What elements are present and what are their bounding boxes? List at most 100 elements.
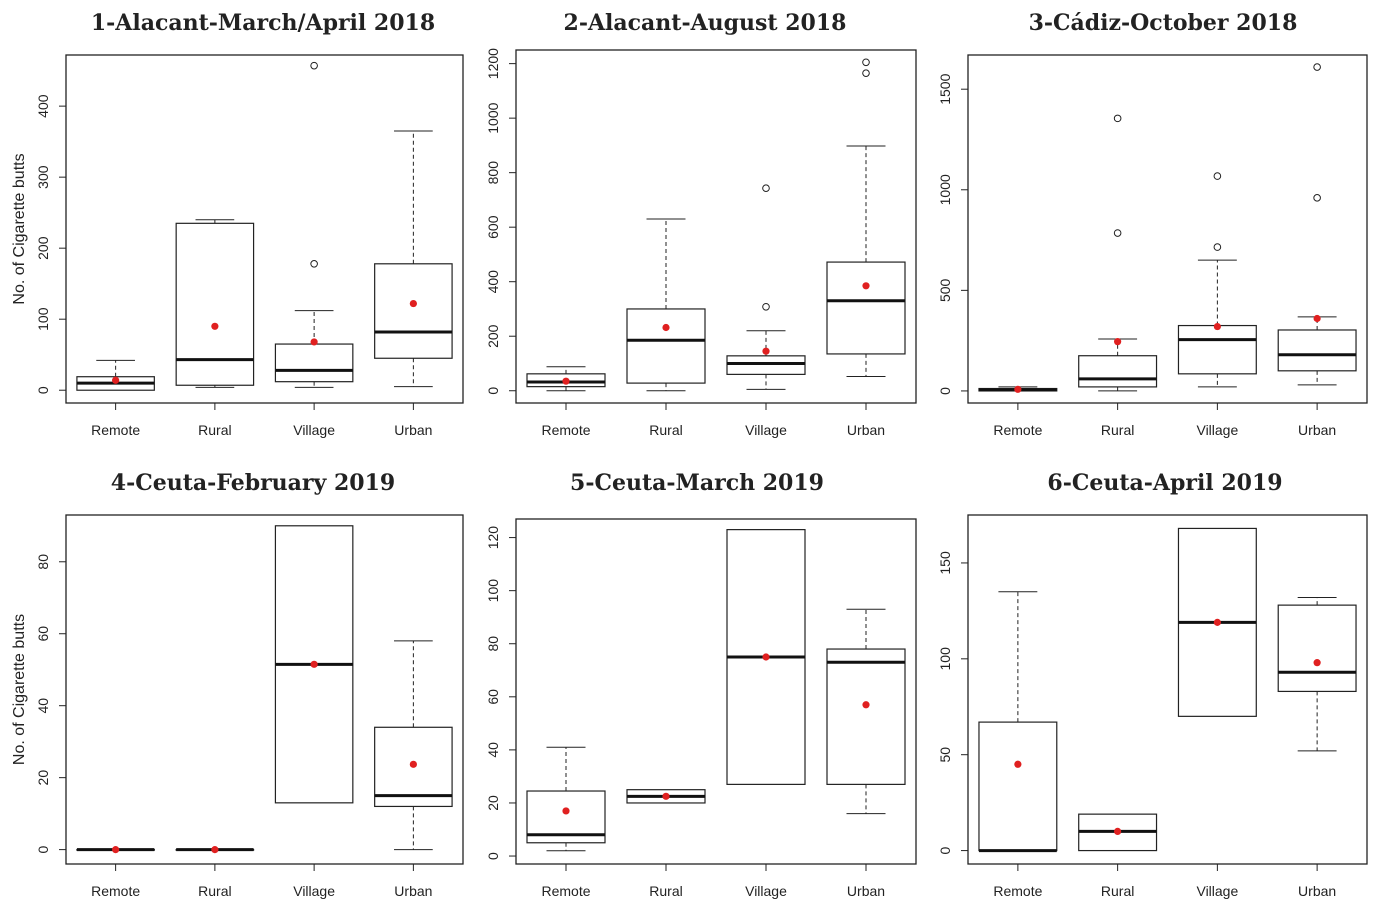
box-body bbox=[1078, 355, 1158, 388]
box-rural bbox=[175, 846, 255, 854]
x-tick-label: Village bbox=[1196, 883, 1238, 899]
x-tick-label: Village bbox=[745, 422, 787, 438]
box-village bbox=[726, 184, 806, 390]
outlier-point bbox=[762, 302, 770, 311]
y-tick-label: 400 bbox=[35, 94, 51, 118]
mean-marker bbox=[1114, 338, 1122, 346]
mean-marker bbox=[1014, 760, 1022, 768]
mean-marker bbox=[1313, 659, 1321, 667]
outlier-point bbox=[1213, 172, 1222, 180]
y-tick-label: 60 bbox=[35, 626, 51, 642]
box-urban bbox=[826, 608, 906, 815]
box-rural bbox=[626, 789, 706, 804]
outlier-point bbox=[862, 69, 870, 77]
box-remote bbox=[76, 846, 155, 854]
y-tick-label: 150 bbox=[937, 551, 953, 575]
y-tick-label: 1500 bbox=[937, 73, 953, 104]
x-tick-label: Remote bbox=[993, 883, 1042, 899]
y-axis-label: No. of Cigarette butts bbox=[11, 614, 28, 765]
y-tick-label: 100 bbox=[937, 647, 953, 671]
box-remote bbox=[978, 385, 1058, 393]
box-remote bbox=[978, 591, 1058, 853]
x-tick-label: Remote bbox=[91, 883, 140, 899]
y-tick-label: 200 bbox=[485, 324, 501, 348]
y-tick-label: 600 bbox=[485, 215, 501, 239]
y-tick-label: 100 bbox=[35, 307, 51, 331]
box-urban bbox=[374, 130, 453, 388]
mean-marker bbox=[211, 322, 219, 330]
x-tick-label: Rural bbox=[1101, 883, 1134, 899]
plot-frame bbox=[967, 54, 1368, 404]
box-rural bbox=[175, 219, 255, 388]
x-tick-label: Village bbox=[745, 883, 787, 899]
box-village bbox=[1177, 527, 1257, 717]
box-body bbox=[1277, 329, 1357, 372]
mean-marker bbox=[662, 323, 670, 332]
y-tick-label: 300 bbox=[35, 165, 51, 189]
y-tick-label: 1200 bbox=[485, 48, 501, 79]
box-rural bbox=[1078, 813, 1158, 852]
outlier-point bbox=[1213, 243, 1222, 251]
x-tick-label: Remote bbox=[91, 422, 140, 438]
box-rural bbox=[1078, 114, 1158, 392]
plot-frame bbox=[967, 514, 1368, 865]
box-body bbox=[274, 343, 354, 383]
x-tick-label: Rural bbox=[198, 422, 231, 438]
plot-frame bbox=[515, 518, 917, 865]
y-tick-label: 0 bbox=[937, 387, 953, 395]
y-tick-label: 1000 bbox=[937, 174, 953, 205]
x-tick-label: Urban bbox=[394, 422, 432, 438]
y-tick-label: 60 bbox=[485, 689, 501, 705]
y-tick-label: 0 bbox=[485, 387, 501, 395]
chart-panel-5: 5-Ceuta-March 2019 0 20 40 60 80 100 120 Remote R… bbox=[485, 470, 917, 899]
chart-panel-6: 6-Ceuta-April 2019 0 50 100 150 Remote Rural Vi… bbox=[937, 470, 1368, 899]
x-tick-label: Remote bbox=[541, 422, 590, 438]
box-village bbox=[1177, 172, 1257, 388]
mean-marker bbox=[762, 653, 770, 661]
y-tick-label: 0 bbox=[937, 846, 953, 854]
mean-marker bbox=[862, 701, 870, 709]
box-urban bbox=[1277, 63, 1357, 386]
box-urban bbox=[374, 640, 453, 851]
mean-marker bbox=[1213, 618, 1221, 626]
box-village bbox=[726, 529, 806, 785]
plot-frame bbox=[65, 514, 464, 865]
y-tick-label: 80 bbox=[485, 636, 501, 652]
y-tick-label: 120 bbox=[485, 526, 501, 550]
plot-frame bbox=[65, 54, 464, 404]
chart-panel-3: 3-Cádiz-October 2018 0 500 1000 1500 Remote Ru… bbox=[937, 10, 1368, 438]
mean-marker bbox=[662, 792, 670, 800]
x-tick-label: Urban bbox=[847, 422, 885, 438]
outlier-point bbox=[862, 58, 870, 67]
chart-panel-4: 4-Ceuta-February 2019 0 20 40 60 80 No. of Cig… bbox=[11, 470, 464, 899]
mean-marker bbox=[1014, 385, 1022, 393]
mean-marker bbox=[862, 282, 870, 290]
chart-title: 3-Cádiz-October 2018 bbox=[1029, 10, 1298, 36]
x-tick-label: Village bbox=[293, 883, 335, 899]
y-tick-label: 40 bbox=[485, 742, 501, 758]
x-tick-label: Rural bbox=[649, 422, 682, 438]
mean-marker bbox=[112, 376, 120, 384]
outlier-point bbox=[1313, 194, 1321, 202]
box-remote bbox=[76, 359, 155, 391]
y-tick-label: 50 bbox=[937, 747, 953, 763]
mean-marker bbox=[1114, 827, 1122, 836]
box-remote bbox=[526, 746, 606, 852]
box-body bbox=[374, 263, 453, 359]
y-tick-label: 0 bbox=[485, 852, 501, 860]
y-axis-label: No. of Cigarette butts bbox=[11, 153, 28, 304]
box-body bbox=[978, 721, 1058, 852]
outlier-point bbox=[762, 184, 770, 193]
x-tick-label: Remote bbox=[993, 422, 1042, 438]
box-village bbox=[274, 525, 354, 804]
x-tick-label: Urban bbox=[394, 883, 432, 899]
y-tick-label: 100 bbox=[485, 579, 501, 603]
box-urban bbox=[1277, 596, 1357, 752]
outlier-point bbox=[1113, 229, 1122, 237]
y-tick-label: 0 bbox=[35, 386, 51, 394]
x-tick-label: Rural bbox=[649, 883, 682, 899]
box-village bbox=[274, 61, 354, 388]
box-rural bbox=[626, 218, 706, 392]
chart-title: 4-Ceuta-February 2019 bbox=[111, 470, 395, 496]
